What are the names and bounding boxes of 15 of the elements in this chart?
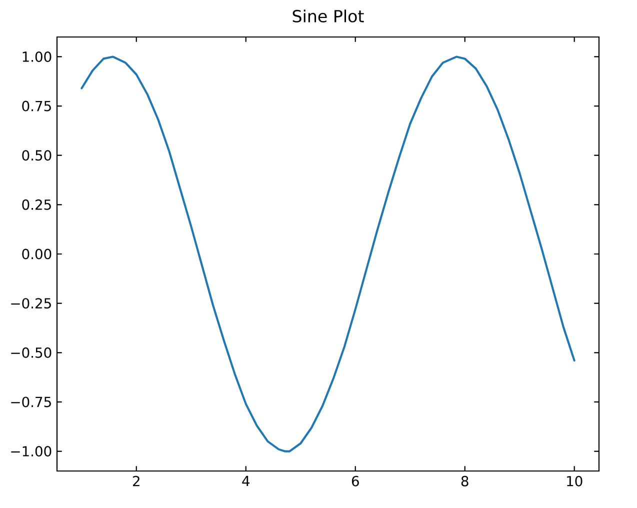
y-tick-label: −0.25 — [11, 298, 51, 309]
x-tick-label: 10 — [567, 476, 582, 486]
y-tick-label: −1.00 — [11, 446, 52, 457]
y-tick-label: 0.50 — [22, 150, 52, 161]
y-tick-label: 1.00 — [22, 51, 52, 62]
y-tick-label: 0.25 — [22, 199, 51, 210]
chart-title: Sine Plot — [292, 10, 364, 22]
y-tick-label: 0.00 — [22, 248, 52, 260]
x-tick-label: 6 — [352, 476, 359, 486]
y-tick-label: −0.75 — [11, 396, 51, 408]
x-tick-label: 2 — [133, 476, 140, 486]
x-tick-label: 8 — [461, 476, 468, 486]
y-tick-label: 0.75 — [22, 100, 51, 112]
y-tick-label: −0.50 — [11, 347, 52, 358]
x-tick-label: 4 — [242, 476, 250, 486]
